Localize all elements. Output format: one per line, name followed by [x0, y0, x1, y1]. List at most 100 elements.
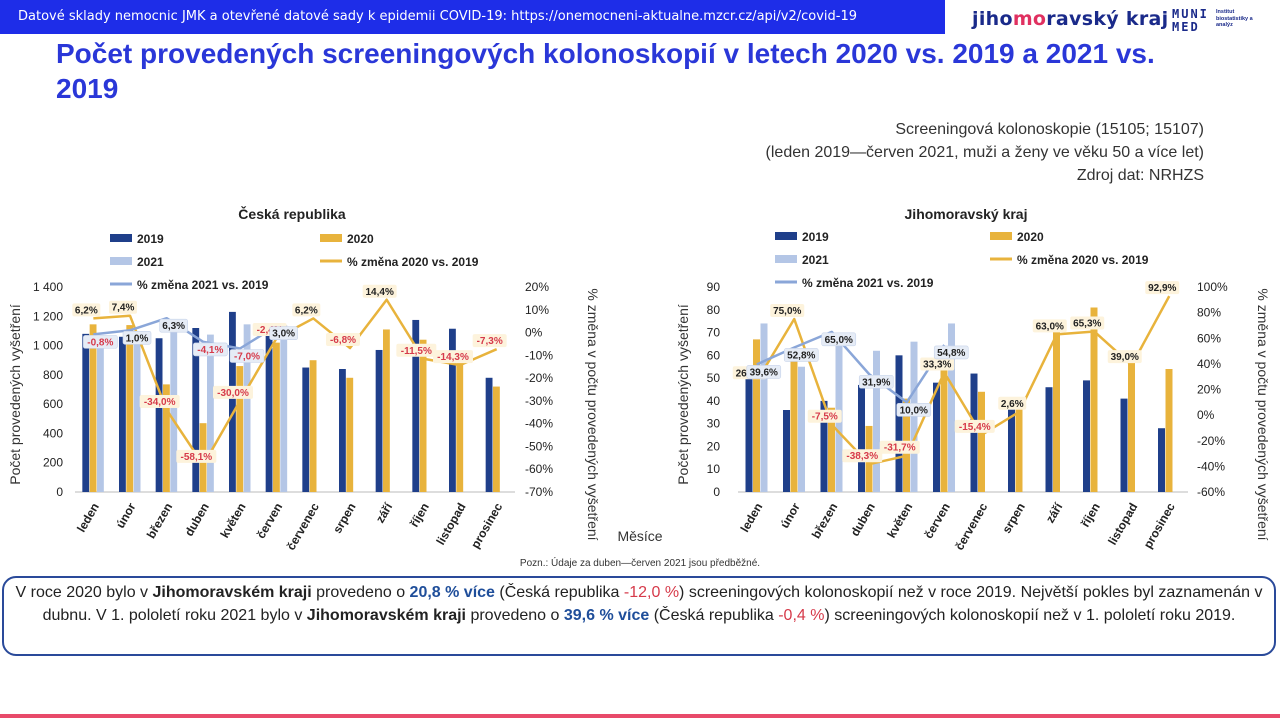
y-axis-title: Počet provedených vyšetření	[675, 304, 691, 485]
legend-2021-swatch	[775, 255, 797, 263]
bar-2021	[133, 335, 141, 492]
legend-2020-swatch	[990, 232, 1012, 240]
data-label-bg	[770, 304, 805, 318]
bar-2019	[1158, 428, 1165, 492]
data-label-bg	[998, 396, 1027, 410]
x-tick-label: březen	[809, 501, 840, 542]
bar-2020	[903, 398, 910, 492]
bar-2020	[940, 346, 948, 492]
y2-tick-label: 10%	[525, 303, 549, 317]
data-label-bg	[72, 303, 101, 317]
y2-tick-label: 40%	[1197, 357, 1221, 371]
bar-2019	[229, 311, 236, 492]
data-label: 31,9%	[862, 377, 890, 388]
bar-2021	[243, 324, 251, 492]
subtitle: Screeningová kolonoskopie (15105; 15107)…	[766, 118, 1204, 187]
data-label: -58,1%	[180, 452, 212, 463]
bar-2021	[910, 341, 918, 492]
y-tick-label: 0	[713, 485, 720, 499]
legend-pct-2021-label: % změna 2021 vs. 2019	[802, 276, 934, 290]
subtitle-line-3: Zdroj dat: NRHZS	[1076, 167, 1204, 184]
data-label-bg	[920, 357, 955, 371]
legend-2020-label: 2020	[347, 232, 374, 246]
data-label-bg	[252, 323, 287, 337]
bar-2020	[978, 391, 985, 492]
y2-tick-label: -60%	[525, 462, 553, 476]
data-label: 2,6%	[1001, 399, 1024, 410]
bar-2019	[745, 371, 753, 492]
y2-tick-label: -40%	[1197, 459, 1225, 473]
data-label-bg	[229, 349, 265, 363]
x-axis-label: Měsíce	[617, 528, 662, 544]
data-label-bg	[879, 440, 920, 454]
data-label: 54,8%	[937, 348, 965, 359]
y2-tick-label: 100%	[1197, 280, 1228, 294]
x-tick-label: březen	[144, 501, 175, 542]
subtitle-line-1: Screeningová kolonoskopie (15105; 15107)	[895, 121, 1204, 138]
data-label-bg	[176, 449, 217, 463]
x-tick-label: duben	[182, 501, 212, 539]
y-axis-title: Počet provedených vyšetření	[7, 304, 23, 485]
data-label: 6,3%	[162, 321, 185, 332]
bar-2020	[1053, 321, 1060, 492]
data-label: 6,2%	[295, 305, 318, 316]
bar-2020	[383, 329, 390, 492]
bar-2019	[375, 349, 383, 492]
data-label: 7,4%	[112, 303, 135, 314]
legend-2021-label: 2021	[137, 255, 164, 269]
data-label-bg	[433, 350, 473, 364]
data-label-bg	[326, 333, 360, 347]
data-label: -15,4%	[959, 422, 991, 433]
data-label: 65,0%	[825, 335, 853, 346]
line-pct-2020	[755, 295, 1171, 466]
y-tick-label: 800	[43, 368, 63, 382]
bar-2019	[192, 328, 200, 492]
data-label: 63,0%	[1036, 321, 1064, 332]
legend-2021-label: 2021	[802, 253, 829, 267]
data-label-bg	[954, 419, 995, 433]
x-tick-label: říjen	[407, 501, 432, 530]
bar-2019	[82, 333, 90, 492]
bar-2020	[273, 342, 280, 492]
x-tick-label: květen	[217, 501, 248, 541]
y-tick-label: 20	[707, 439, 721, 453]
bar-2019	[783, 410, 790, 492]
bar-2021	[280, 325, 288, 492]
y-tick-label: 70	[707, 326, 721, 340]
x-tick-label: únor	[777, 500, 803, 530]
data-label: -31,7%	[884, 443, 916, 454]
x-tick-label: květen	[884, 501, 915, 541]
legend-2020-label: 2020	[1017, 230, 1044, 244]
y-tick-label: 1 400	[33, 280, 63, 294]
bar-2020	[1165, 369, 1173, 492]
chart-title: Jihomoravský kraj	[905, 206, 1028, 222]
bar-2021	[97, 335, 104, 492]
data-label: -7,3%	[477, 336, 503, 347]
data-label: -6,8%	[330, 335, 356, 346]
x-tick-label: červenec	[284, 500, 322, 552]
x-tick-label: prosinec	[1141, 500, 1178, 551]
data-label: 39,6%	[750, 367, 778, 378]
data-label: -11,5%	[401, 346, 432, 357]
bar-2019	[895, 355, 903, 492]
y2-tick-label: 20%	[1197, 383, 1221, 397]
legend-2019-swatch	[110, 234, 132, 242]
data-label-bg	[472, 334, 507, 348]
data-label: 39,0%	[1111, 352, 1139, 363]
bar-2019	[449, 328, 456, 492]
bar-2020	[1090, 307, 1098, 492]
page-title: Počet provedených screeningových kolonos…	[56, 38, 1155, 104]
data-label: 26,4%	[736, 368, 764, 379]
data-label-bg	[193, 342, 228, 357]
y2-tick-label: -70%	[525, 485, 553, 499]
y-tick-label: 90	[707, 280, 721, 294]
x-tick-label: prosinec	[468, 500, 505, 551]
bar-2020	[346, 377, 354, 492]
bar-2020	[236, 366, 244, 492]
bar-2019	[1120, 398, 1128, 492]
y-tick-label: 200	[43, 456, 63, 470]
x-tick-label: srpen	[999, 501, 1027, 536]
bar-2020	[493, 386, 500, 492]
y-tick-label: 0	[56, 485, 63, 499]
legend-2019-swatch	[775, 232, 797, 240]
